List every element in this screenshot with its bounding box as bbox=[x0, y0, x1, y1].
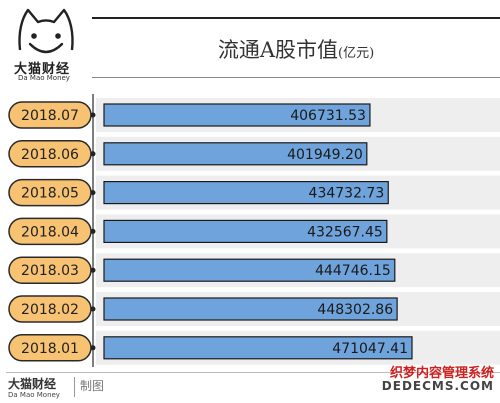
footer-separator bbox=[74, 377, 75, 397]
category-label: 2018.04 bbox=[21, 224, 79, 240]
axis-dot bbox=[90, 306, 96, 312]
top-rule bbox=[92, 17, 500, 19]
footer-brand-en: Da Mao Money bbox=[8, 391, 60, 399]
footer-credit: 制图 bbox=[80, 379, 105, 393]
axis-dot bbox=[90, 190, 96, 196]
value-label: 432567.45 bbox=[307, 224, 383, 240]
watermark-line1: 织梦内容管理系统 bbox=[389, 366, 494, 381]
bar-chart: 2018.07 406731.53 2018.06 401949.20 2018.05 4… bbox=[8, 94, 500, 367]
axis-dot bbox=[90, 267, 96, 273]
value-label: 434732.73 bbox=[309, 186, 385, 202]
category-label: 2018.06 bbox=[21, 147, 79, 163]
category-label: 2018.02 bbox=[21, 302, 79, 318]
axis-dot bbox=[90, 151, 96, 157]
bar bbox=[103, 297, 398, 321]
value-label: 401949.20 bbox=[287, 147, 363, 163]
chart-title: 流通A股市值(亿元) bbox=[92, 34, 500, 64]
bar bbox=[103, 142, 368, 166]
footer: 大猫财经 Da Mao Money 制图 织梦内容管理系统 DEDECMS.CO… bbox=[0, 366, 500, 403]
title-main: 流通A股市值 bbox=[217, 38, 338, 62]
bar bbox=[103, 258, 396, 282]
axis-dot bbox=[90, 345, 96, 351]
bar bbox=[103, 336, 413, 360]
title-unit: (亿元) bbox=[338, 46, 375, 61]
logo-name-cn: 大猫财经 bbox=[14, 62, 71, 77]
axis-dot bbox=[90, 228, 96, 234]
watermark-line2: DEDECMS.COM bbox=[381, 379, 494, 393]
value-label: 444746.15 bbox=[315, 263, 391, 279]
value-label: 471047.41 bbox=[332, 341, 408, 357]
category-label: 2018.01 bbox=[21, 341, 79, 357]
header: 大猫财经 Da Mao Money 流通A股市值(亿元) bbox=[0, 0, 500, 86]
axis-dot bbox=[90, 112, 96, 118]
category-label: 2018.03 bbox=[21, 263, 79, 279]
value-label: 406731.53 bbox=[290, 108, 366, 124]
bar bbox=[103, 180, 389, 205]
cat-logo-icon bbox=[18, 8, 74, 54]
bar bbox=[103, 103, 371, 127]
logo-name-en: Da Mao Money bbox=[18, 74, 70, 82]
footer-rule bbox=[6, 372, 500, 373]
title-rule bbox=[92, 77, 500, 78]
footer-brand-cn: 大猫财经 bbox=[8, 377, 57, 391]
category-label: 2018.05 bbox=[21, 186, 79, 202]
bar bbox=[103, 219, 388, 243]
category-label: 2018.07 bbox=[21, 108, 79, 124]
value-label: 448302.86 bbox=[317, 302, 393, 318]
